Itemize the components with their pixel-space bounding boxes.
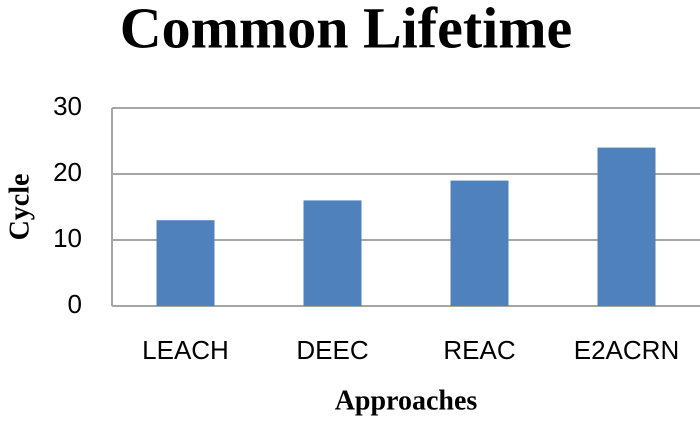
- chart-title: Common Lifetime: [120, 0, 573, 60]
- y-axis-label: Cycle: [4, 174, 35, 241]
- x-tick-label: DEEC: [296, 335, 368, 365]
- y-tick-label: 0: [68, 289, 82, 319]
- y-tick-label: 30: [53, 91, 82, 121]
- x-tick-label: REAC: [443, 335, 515, 365]
- x-tick-label: LEACH: [142, 335, 229, 365]
- x-axis-label: Approaches: [335, 385, 478, 416]
- y-tick-label: 20: [53, 157, 82, 187]
- bar: [156, 220, 215, 306]
- bar: [303, 200, 362, 306]
- y-tick-label: 10: [53, 223, 82, 253]
- x-tick-label: E2ACRN: [574, 335, 679, 365]
- bar: [597, 147, 656, 306]
- bar: [450, 180, 509, 306]
